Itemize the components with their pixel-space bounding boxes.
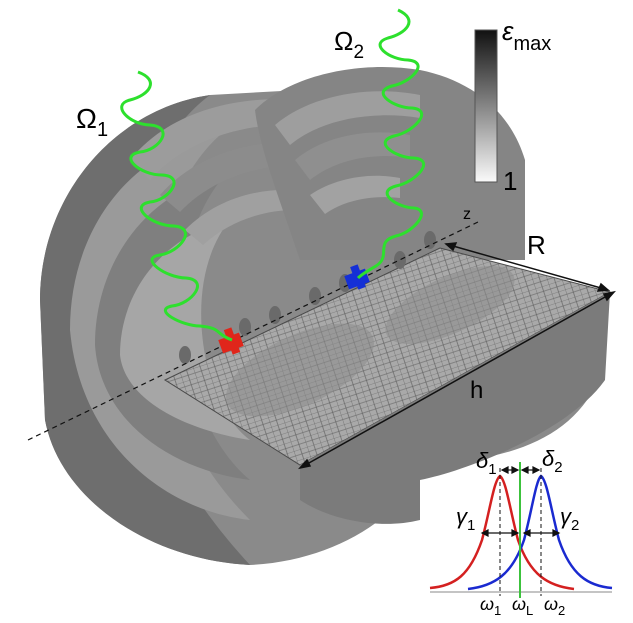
photon-wave-1 [120,70,233,342]
omega1-tick-label: ω1 [480,594,501,618]
colorbar [474,29,498,183]
mesh-dip-left [226,323,374,417]
spectrum-inset: δ1 δ2 γ1 γ2 ω1 ωL ω2 [429,446,613,618]
z-axis-label: z [463,206,471,223]
gamma1-label: γ1 [456,504,475,534]
radius-label: R [527,230,546,260]
gamma2-label: γ2 [560,504,579,534]
right-cylinder-front [300,292,610,524]
emitter-1 [218,327,244,355]
photon-wave-2 [356,8,426,280]
omega1-label: Ω1 [76,103,108,141]
height-arrow [297,290,617,470]
omega2-label: Ω2 [334,26,364,63]
height-label: h [470,377,483,404]
colorbar-min-label: 1 [503,166,517,196]
omega2-tick-label: ω2 [544,594,565,618]
delta1-label: δ1 [476,448,497,478]
omegaL-tick-label: ωL [512,594,533,618]
mesh-dip-right [385,266,515,344]
delta2-label: δ2 [542,446,563,476]
inner-ring-stubs [179,231,436,364]
radius-arrow [444,242,610,292]
z-axis-line [27,221,479,441]
colorbar-max-label: εmax [502,16,551,55]
